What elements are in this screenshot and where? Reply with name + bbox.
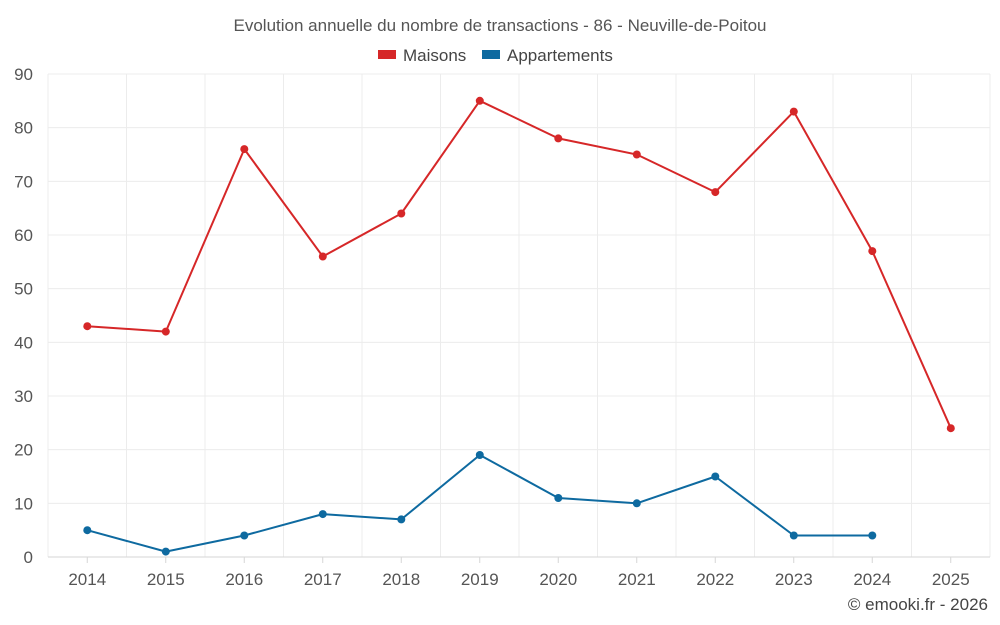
x-tick-label-2018: 2018	[382, 570, 420, 589]
x-tick-label-2017: 2017	[304, 570, 342, 589]
credit-text: © emooki.fr - 2026	[848, 595, 988, 614]
x-tick-label-2020: 2020	[539, 570, 577, 589]
x-tick-label-2015: 2015	[147, 570, 185, 589]
series-line-maisons	[87, 99, 952, 429]
x-tick-label-2019: 2019	[461, 570, 499, 589]
x-tick-label-2021: 2021	[618, 570, 656, 589]
data-point-appartements-2018[interactable]	[397, 515, 406, 524]
y-tick-label-60: 60	[14, 226, 33, 245]
legend-item-maisons[interactable]: Maisons	[378, 46, 466, 65]
y-tick-label-90: 90	[14, 65, 33, 84]
y-tick-label-80: 80	[14, 119, 33, 138]
x-tick-label-2024: 2024	[853, 570, 891, 589]
y-tick-label-0: 0	[24, 548, 33, 567]
axis-layer: 0 10 20 30 40 50 60 70 80 90 2014 2015 2016 2017 2018 2…	[14, 65, 990, 589]
series-layer	[83, 96, 955, 556]
data-point-appartements-2016[interactable]	[240, 531, 249, 540]
data-point-maisons-2021[interactable]	[632, 150, 641, 159]
data-point-maisons-2024[interactable]	[868, 247, 877, 256]
x-tick-label-2025: 2025	[932, 570, 970, 589]
data-point-appartements-2023[interactable]	[789, 531, 798, 540]
data-point-maisons-2022[interactable]	[711, 188, 720, 197]
y-tick-label-40: 40	[14, 333, 33, 352]
x-tick-label-2014: 2014	[68, 570, 106, 589]
y-tick-label-30: 30	[14, 387, 33, 406]
data-point-maisons-2014[interactable]	[83, 322, 92, 331]
data-point-maisons-2015[interactable]	[161, 327, 170, 336]
data-point-appartements-2020[interactable]	[554, 494, 563, 502]
y-tick-label-20: 20	[14, 441, 33, 460]
data-point-appartements-2024[interactable]	[868, 531, 877, 540]
data-point-maisons-2019[interactable]	[475, 96, 484, 105]
data-point-maisons-2016[interactable]	[240, 145, 249, 154]
data-point-maisons-2023[interactable]	[789, 107, 798, 116]
legend-label-maisons: Maisons	[403, 46, 466, 65]
legend-swatch-appartements	[482, 50, 500, 59]
data-point-appartements-2017[interactable]	[318, 510, 327, 519]
data-point-appartements-2022[interactable]	[711, 472, 720, 481]
y-tick-label-10: 10	[14, 494, 33, 513]
x-tick-label-2022: 2022	[696, 570, 734, 589]
y-tick-label-50: 50	[14, 280, 33, 299]
data-point-appartements-2019[interactable]	[475, 451, 484, 459]
data-point-appartements-2015[interactable]	[161, 547, 170, 556]
data-point-appartements-2021[interactable]	[632, 499, 641, 508]
grid-layer	[47, 73, 991, 557]
data-point-maisons-2020[interactable]	[554, 134, 563, 143]
data-point-appartements-2014[interactable]	[83, 526, 92, 535]
legend-item-appartements[interactable]: Appartements	[482, 46, 613, 65]
legend-label-appartements: Appartements	[507, 46, 613, 65]
legend: Maisons Appartements	[378, 46, 613, 65]
chart-title: Evolution annuelle du nombre de transact…	[234, 16, 767, 35]
x-tick-label-2016: 2016	[225, 570, 263, 589]
legend-swatch-maisons	[378, 50, 396, 59]
data-point-maisons-2018[interactable]	[397, 209, 406, 218]
data-point-maisons-2025[interactable]	[946, 424, 955, 433]
x-tick-label-2023: 2023	[775, 570, 813, 589]
data-point-maisons-2017[interactable]	[318, 252, 327, 261]
y-tick-label-70: 70	[14, 172, 33, 191]
